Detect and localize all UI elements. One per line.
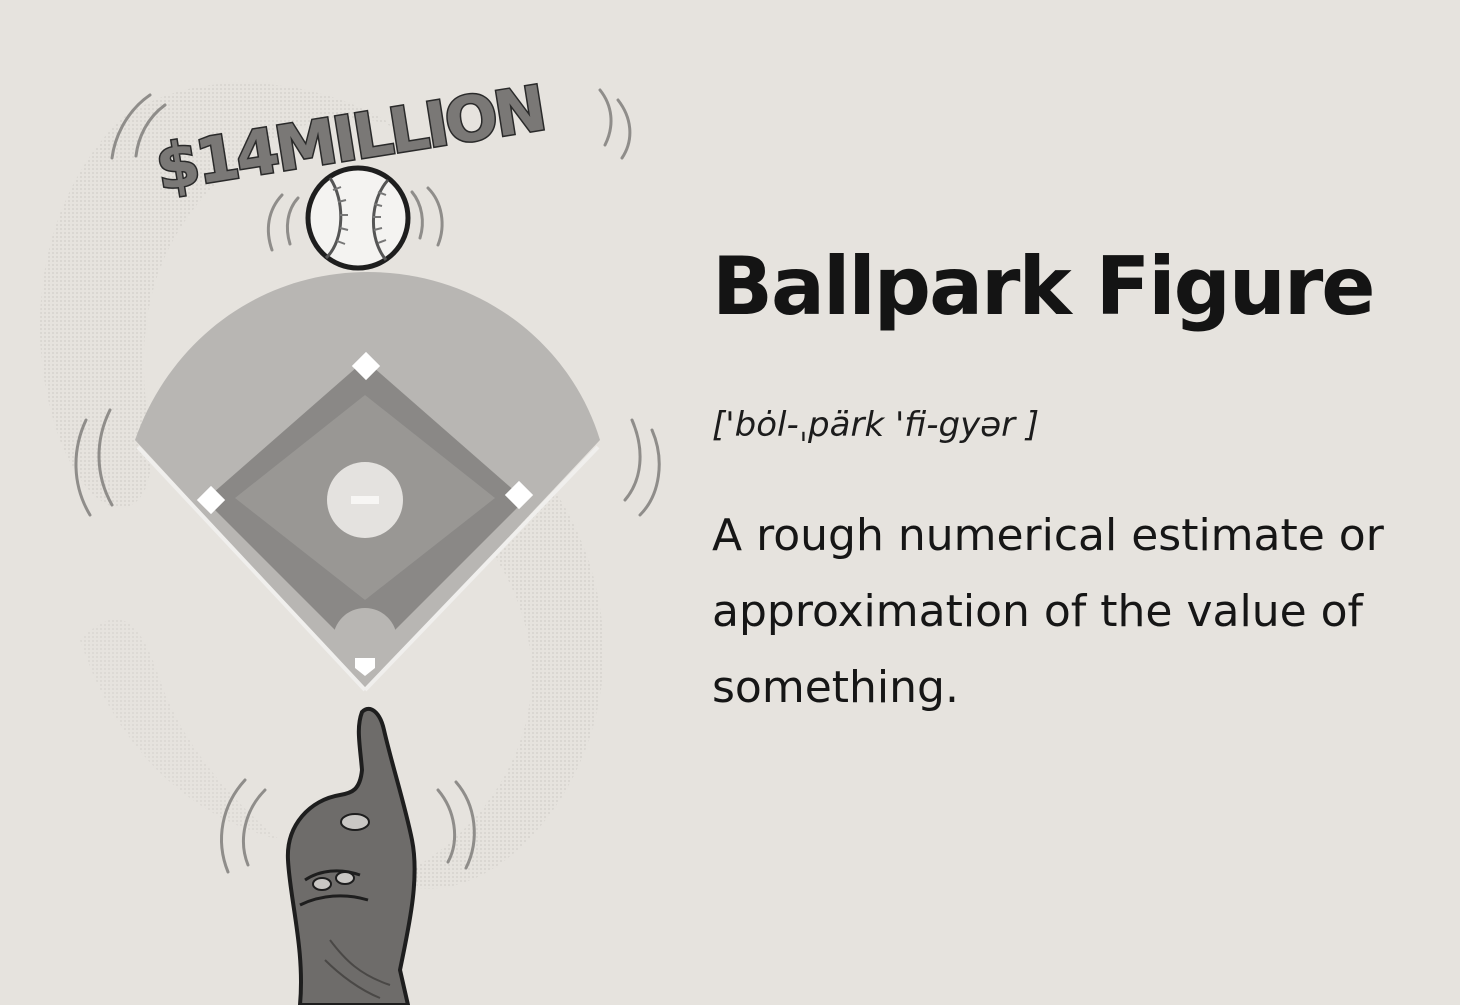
foul-line-left xyxy=(136,445,367,692)
foul-line-right xyxy=(363,445,600,692)
definition-card: Ballpark Figure ['bȯl-ˌpärk 'fi-gyər ] A… xyxy=(712,232,1442,726)
baseball-icon xyxy=(305,165,411,271)
home-plate-area xyxy=(333,608,397,672)
first-base xyxy=(504,480,534,510)
baseball-diamond xyxy=(135,272,600,692)
second-base xyxy=(351,351,381,381)
swirl-band xyxy=(80,619,280,840)
definition-text: A rough numerical estimate or approximat… xyxy=(712,510,1384,713)
swirl-band xyxy=(390,470,604,889)
swirl-band xyxy=(40,82,400,508)
home-plate xyxy=(355,658,375,676)
pitchers-rubber xyxy=(351,496,379,504)
ballpark-illustration: $14MILLION xyxy=(40,70,661,1005)
pointing-hand xyxy=(285,706,417,1005)
term-title: Ballpark Figure xyxy=(712,240,1376,333)
pronunciation: ['bȯl-ˌpärk 'fi-gyər ] xyxy=(712,405,1040,445)
motion-lines xyxy=(74,88,661,874)
